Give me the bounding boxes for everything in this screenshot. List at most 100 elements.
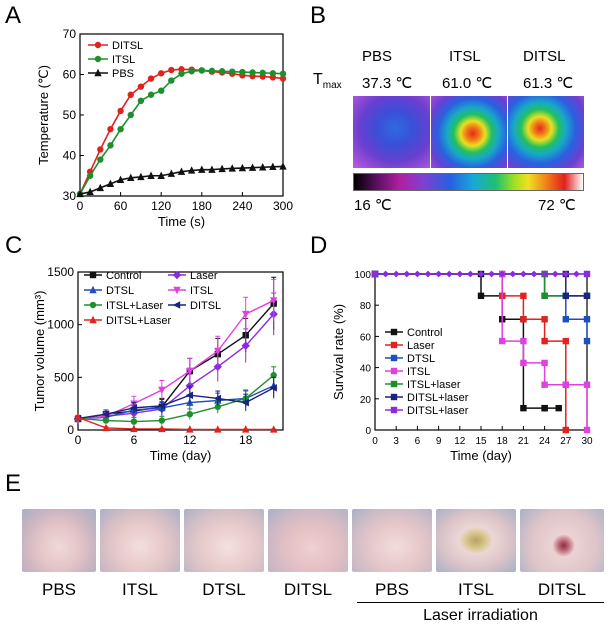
legend-label-dtsl: DTSL <box>106 285 134 297</box>
survival-top-marker <box>583 270 591 278</box>
x-axis-label: Time (s) <box>158 214 205 229</box>
legend-label-control: Control <box>106 270 141 282</box>
legend-marker-dtsl <box>89 285 97 294</box>
point-pbs <box>116 175 125 183</box>
point-itsl <box>229 68 236 75</box>
y-tick-label-5: 100 <box>354 270 371 281</box>
legend-label-itsl-plus-laser: ITSL+Laser <box>106 300 164 312</box>
y-axis-label: Temperature (℃) <box>36 65 51 165</box>
point-pbs <box>198 165 206 173</box>
survival-point-itsl-3 <box>583 426 591 434</box>
chart-d-survival: 0 3 6 9 12 15 18 21 24 27 30 0 20 40 60 80 100 Time (day)… <box>331 270 593 463</box>
survival-top-marker <box>414 270 421 278</box>
legend-label-ditsl-plus-laser-5: DITSL+laser <box>407 392 469 404</box>
point-itsl-plus-laser <box>158 417 166 424</box>
point-itsl <box>188 68 195 75</box>
point-ditsl <box>147 75 155 82</box>
x-tick-label-0: 0 <box>75 433 82 447</box>
point-pbs <box>106 179 115 188</box>
point-ditsl <box>107 125 114 133</box>
point-pbs <box>147 171 155 179</box>
survival-point-control-0 <box>520 404 527 412</box>
survival-point-itsl-plus-laser-4 <box>541 292 548 300</box>
panel-letter-d: D <box>310 232 328 259</box>
y-tick-label-1: 20 <box>360 395 372 406</box>
legend-marker-itsl <box>94 55 102 63</box>
photo-label-laser-ditsl: DITSL <box>537 580 587 599</box>
x-tick-label-10: 30 <box>581 436 593 447</box>
survival-top-marker <box>541 270 548 278</box>
point-pbs <box>127 173 135 181</box>
survival-top-marker <box>424 270 432 278</box>
thermal-group-ditsl: DITSL <box>523 48 566 65</box>
point-itsl-plus-laser <box>214 403 221 411</box>
survival-point-itsl-3 <box>583 381 591 388</box>
point-itsl-plus-laser <box>102 417 110 424</box>
point-laser <box>241 341 250 350</box>
point-pbs <box>177 167 186 175</box>
series-line-dtsl <box>77 385 274 420</box>
legend-label-pbs: PBS <box>112 68 134 80</box>
photo-label-pbs: PBS <box>41 580 77 599</box>
survival-top-marker <box>520 270 527 278</box>
point-itsl <box>117 125 124 133</box>
x-tick-label-2: 12 <box>183 433 197 447</box>
x-tick-label-3: 9 <box>436 436 442 447</box>
laser-group-line <box>357 602 604 603</box>
temperature-color-scale <box>353 173 584 191</box>
point-itsl <box>127 111 134 119</box>
legend-marker-itsl <box>173 286 181 295</box>
point-pbs <box>157 171 165 179</box>
point-ditsl-plus-laser <box>269 425 278 433</box>
tmax-pbs: 37.3 ℃ <box>362 75 413 92</box>
point-itsl-plus-laser <box>270 372 277 379</box>
mouse-photo-ditsl <box>268 509 348 572</box>
legend-marker-laser-1 <box>390 341 398 349</box>
legend-marker-itsl-3 <box>390 367 398 375</box>
point-ditsl <box>157 402 166 410</box>
survival-point-dtsl-2 <box>583 316 591 323</box>
point-ditsl-plus-laser <box>74 413 82 421</box>
point-itsl <box>239 68 246 76</box>
survival-point-dtsl-2 <box>562 316 569 323</box>
survival-top-marker <box>445 270 453 278</box>
x-tick-label-4: 240 <box>232 199 252 213</box>
point-pbs <box>96 183 104 192</box>
x-tick-label-0: 0 <box>77 199 84 213</box>
mouse-photo-dtsl <box>184 509 264 572</box>
y-tick-label-2: 40 <box>360 364 372 375</box>
legend-marker-ditsl <box>172 301 181 309</box>
point-pbs <box>167 169 176 177</box>
survival-point-laser-1 <box>562 426 569 434</box>
point-pbs <box>86 187 94 196</box>
legend-marker-ditsl-plus-laser-5 <box>390 393 398 401</box>
point-ditsl <box>117 107 124 115</box>
scale-min-label: 16 ℃ <box>354 197 392 214</box>
point-ditsl <box>127 91 134 98</box>
point-itsl <box>259 69 266 77</box>
photo-label-laser-itsl: ITSL <box>458 580 494 599</box>
plot-frame <box>77 271 284 431</box>
x-axis-label: Time (day) <box>450 448 512 463</box>
point-pbs <box>137 172 145 181</box>
point-ditsl-plus-laser <box>130 424 138 433</box>
survival-point-itsl-3 <box>499 337 506 345</box>
photo-label-dtsl: DTSL <box>202 580 246 599</box>
series-line-itsl <box>77 299 274 421</box>
survival-point-laser-1 <box>520 316 527 323</box>
survival-point-control-0 <box>555 404 562 412</box>
thermal-image-ditsl <box>508 96 584 168</box>
point-laser <box>185 381 195 390</box>
y-tick-label-3: 60 <box>360 332 372 343</box>
legend-marker-control <box>89 271 97 279</box>
mouse-photo-laser-itsl <box>436 509 516 572</box>
point-itsl <box>269 70 277 77</box>
point-itsl <box>218 68 226 75</box>
y-tick-label-0: 0 <box>365 426 371 437</box>
point-pbs <box>76 189 84 198</box>
point-ditsl <box>178 66 185 73</box>
series-line-ditsl-plus-laser <box>77 416 274 431</box>
point-itsl <box>186 367 194 376</box>
x-tick-label-2: 6 <box>415 436 421 447</box>
scale-max-label: 72 ℃ <box>538 197 576 214</box>
